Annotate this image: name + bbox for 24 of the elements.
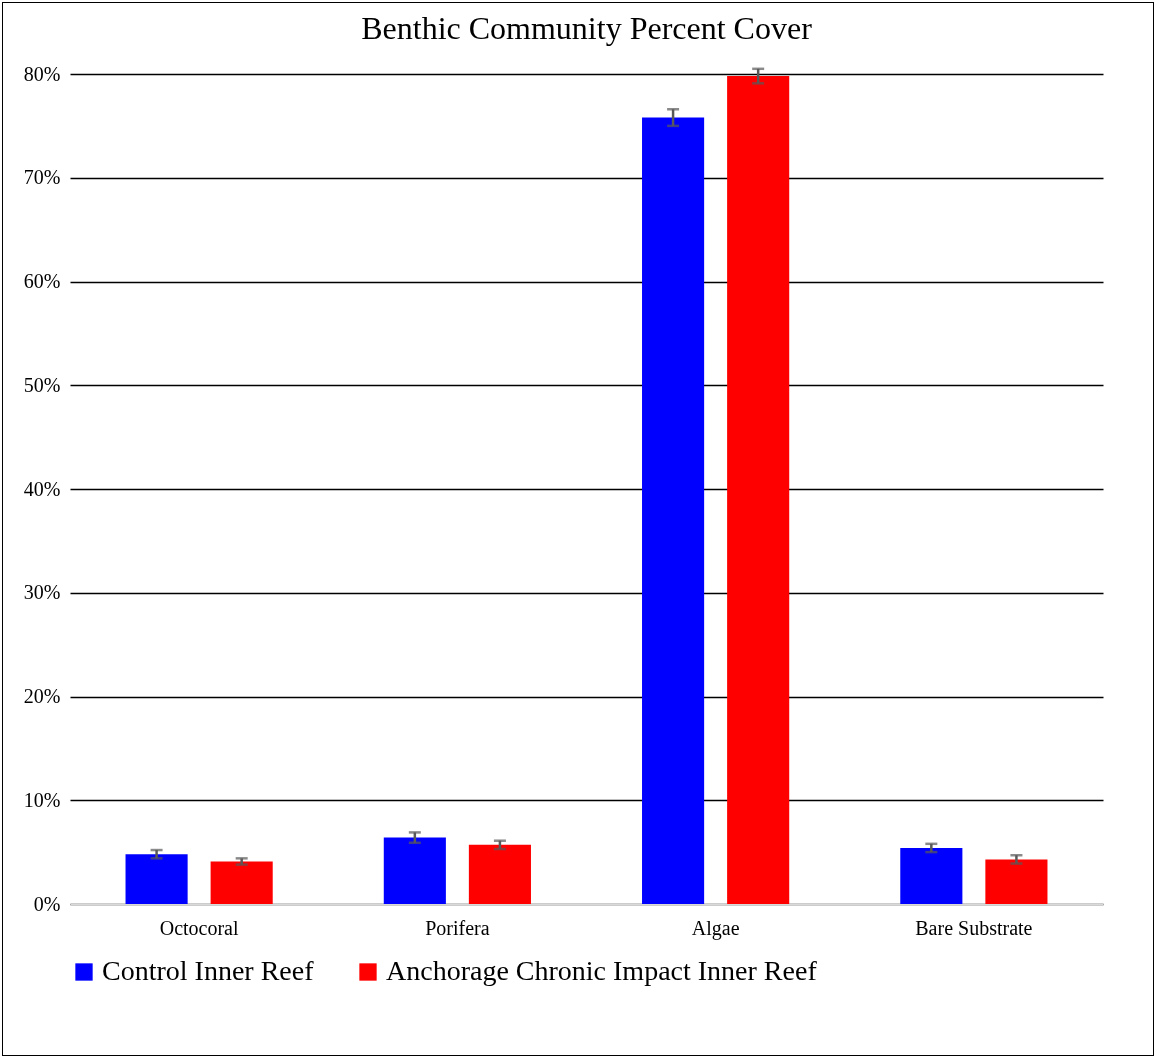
- y-tick-label: 0%: [33, 892, 61, 915]
- y-tick-label: 30%: [23, 581, 61, 604]
- y-tick-label: 40%: [23, 477, 61, 500]
- y-tick-label: 50%: [23, 373, 61, 396]
- bar: [900, 847, 963, 904]
- y-tick-label: 80%: [23, 62, 61, 85]
- bar: [727, 76, 790, 904]
- legend-label: Control Inner Reef: [102, 955, 315, 986]
- bar: [125, 854, 188, 904]
- x-tick-label: Algae: [691, 916, 740, 940]
- y-tick-label: 20%: [23, 685, 61, 707]
- bar: [642, 117, 705, 904]
- y-tick-label: 10%: [23, 788, 61, 811]
- y-tick-label: 70%: [23, 166, 61, 189]
- bar: [468, 844, 531, 904]
- x-tick-label: Octocoral: [159, 916, 239, 939]
- bar: [210, 861, 273, 904]
- x-tick-label: Porifera: [425, 916, 490, 939]
- chart-title: Benthic Community Percent Cover: [361, 10, 813, 46]
- y-tick-label: 60%: [23, 270, 61, 292]
- bar: [985, 859, 1048, 904]
- x-tick-label: Bare Substrate: [915, 916, 1033, 939]
- legend-label: Anchorage Chronic Impact Inner Reef: [386, 955, 818, 986]
- bar: [383, 837, 446, 904]
